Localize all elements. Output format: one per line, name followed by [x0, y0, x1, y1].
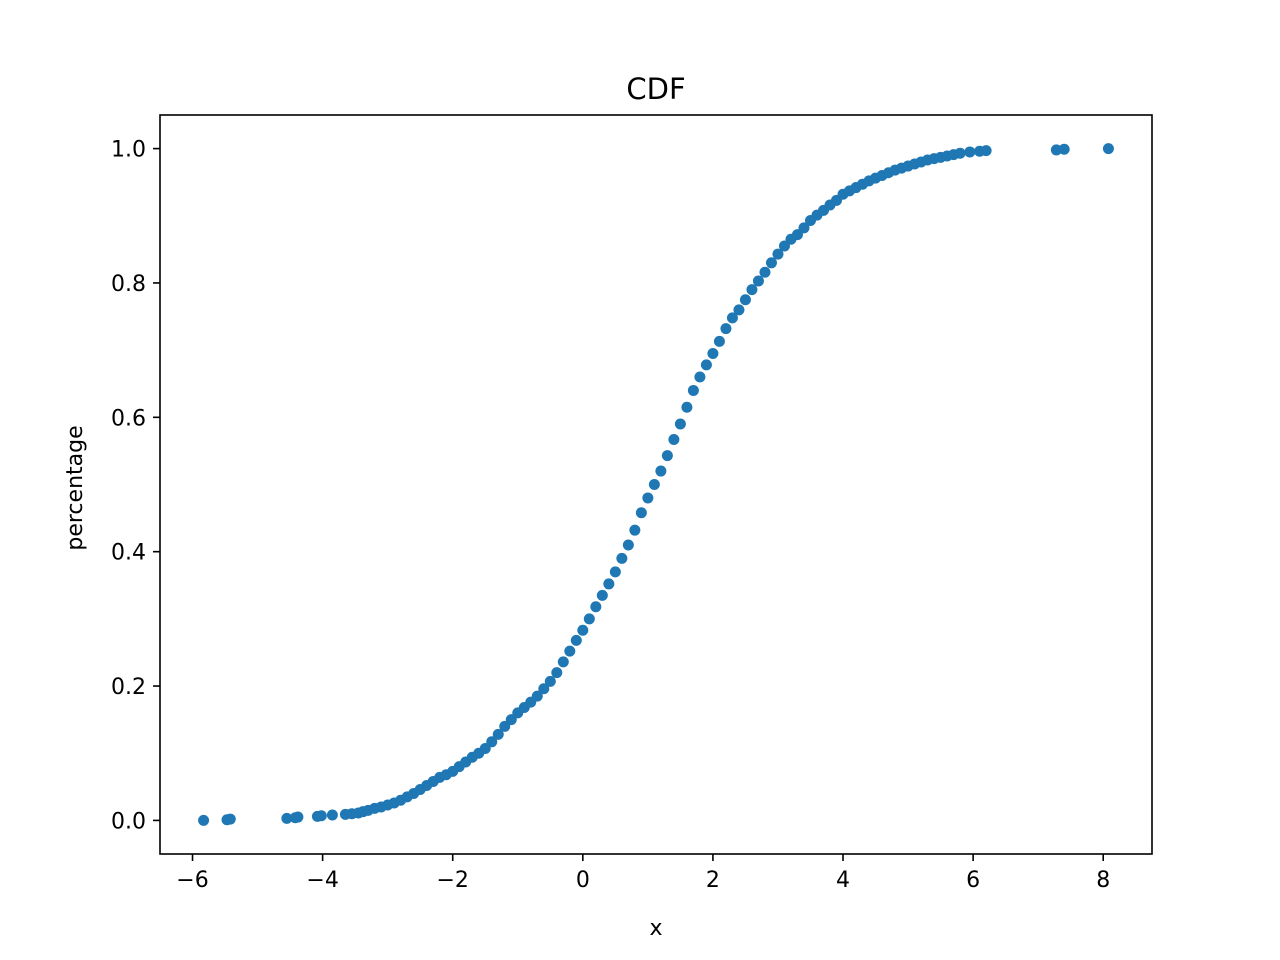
x-axis: −6 −4 −2 0 2 4 6 8: [176, 854, 1110, 893]
data-point: [752, 275, 764, 287]
data-point: [772, 248, 784, 260]
data-point: [726, 312, 738, 324]
y-tick-label: 0.2: [111, 675, 146, 700]
data-point: [544, 675, 556, 687]
data-point: [635, 507, 647, 519]
y-tick-label: 1.0: [111, 138, 146, 163]
data-point: [759, 266, 771, 278]
data-point: [198, 814, 210, 826]
data-point: [1058, 143, 1070, 155]
y-tick-label: 0.6: [111, 406, 146, 431]
data-point: [720, 323, 732, 335]
data-point: [564, 645, 576, 657]
data-point: [661, 450, 673, 462]
data-point: [980, 145, 992, 157]
data-point: [596, 589, 608, 601]
x-tick-label: 0: [576, 868, 590, 893]
data-point: [538, 683, 550, 695]
data-point: [603, 578, 615, 590]
data-point: [681, 401, 693, 413]
data-point: [492, 728, 504, 740]
data-point: [713, 335, 725, 347]
data-point: [292, 811, 304, 823]
data-point: [609, 566, 621, 578]
data-point: [687, 384, 699, 396]
data-point: [765, 257, 777, 269]
data-point: [642, 492, 654, 504]
data-point: [281, 812, 293, 824]
data-point: [570, 634, 582, 646]
x-tick-label: 2: [706, 868, 720, 893]
data-point: [531, 690, 543, 702]
data-point: [326, 809, 338, 821]
data-point: [707, 348, 719, 359]
x-tick-label: −2: [437, 868, 469, 893]
data-point: [486, 736, 498, 748]
data-point: [674, 418, 686, 430]
data-point: [964, 146, 976, 158]
y-axis-label: percentage: [63, 425, 88, 550]
data-point: [590, 601, 602, 613]
data-point: [694, 371, 706, 383]
data-point: [616, 552, 628, 564]
data-point: [648, 479, 660, 490]
data-point: [577, 624, 589, 636]
x-tick-label: −4: [306, 868, 338, 893]
points-layer: [198, 143, 1114, 826]
x-tick-label: 6: [966, 868, 980, 893]
data-point: [655, 465, 667, 477]
x-axis-label: x: [649, 916, 662, 941]
y-tick-label: 0.4: [111, 541, 146, 566]
data-point: [739, 294, 751, 306]
plot-area-frame: [159, 114, 1153, 855]
x-tick-label: 4: [836, 868, 850, 893]
data-point: [629, 524, 641, 536]
y-axis: 0.0 0.2 0.4 0.6 0.8 1.0: [111, 138, 160, 834]
data-point: [622, 539, 634, 551]
data-point: [954, 147, 966, 159]
data-point: [583, 613, 595, 625]
data-point: [668, 433, 680, 445]
data-point: [798, 222, 810, 234]
x-tick-label: 8: [1096, 868, 1110, 893]
x-tick-label: −6: [176, 868, 208, 893]
data-point: [551, 667, 563, 679]
y-tick-label: 0.0: [111, 809, 146, 834]
data-point: [224, 813, 236, 825]
data-point: [700, 359, 712, 371]
chart-title: CDF: [626, 72, 685, 106]
data-point: [746, 284, 758, 296]
y-tick-label: 0.8: [111, 272, 146, 297]
data-point: [733, 304, 745, 316]
data-point: [315, 810, 327, 822]
data-point: [557, 656, 569, 668]
data-point: [1102, 143, 1114, 155]
